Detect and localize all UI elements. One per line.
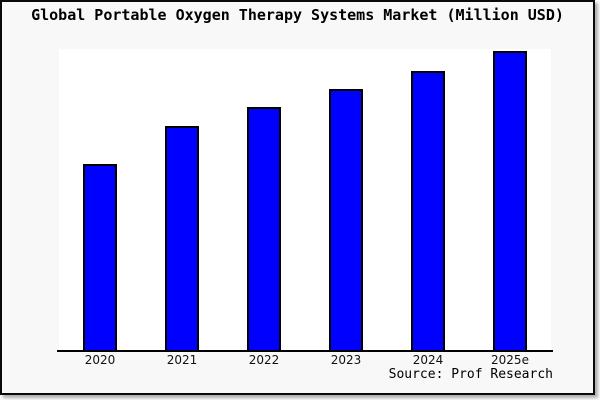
- bar-2021: [165, 126, 199, 351]
- chart-title: Global Portable Oxygen Therapy Systems M…: [31, 6, 564, 24]
- bar-2022: [247, 107, 281, 351]
- x-tick-label-2025e: 2025e: [491, 353, 529, 367]
- bar-2023: [329, 89, 363, 351]
- bar-2020: [83, 164, 117, 351]
- x-tick-label-2024: 2024: [412, 353, 444, 367]
- plot-area: [59, 49, 551, 351]
- bar-2025e: [493, 51, 527, 351]
- x-tick-label-2021: 2021: [166, 353, 198, 367]
- x-axis-line: [57, 350, 553, 352]
- bar-2024: [411, 71, 445, 351]
- chart-frame: Global Portable Oxygen Therapy Systems M…: [0, 0, 595, 395]
- source-credit: Source: Prof Research: [388, 367, 553, 382]
- x-tick-label-2023: 2023: [330, 353, 362, 367]
- x-tick-label-2020: 2020: [84, 353, 116, 367]
- x-tick-label-2022: 2022: [248, 353, 280, 367]
